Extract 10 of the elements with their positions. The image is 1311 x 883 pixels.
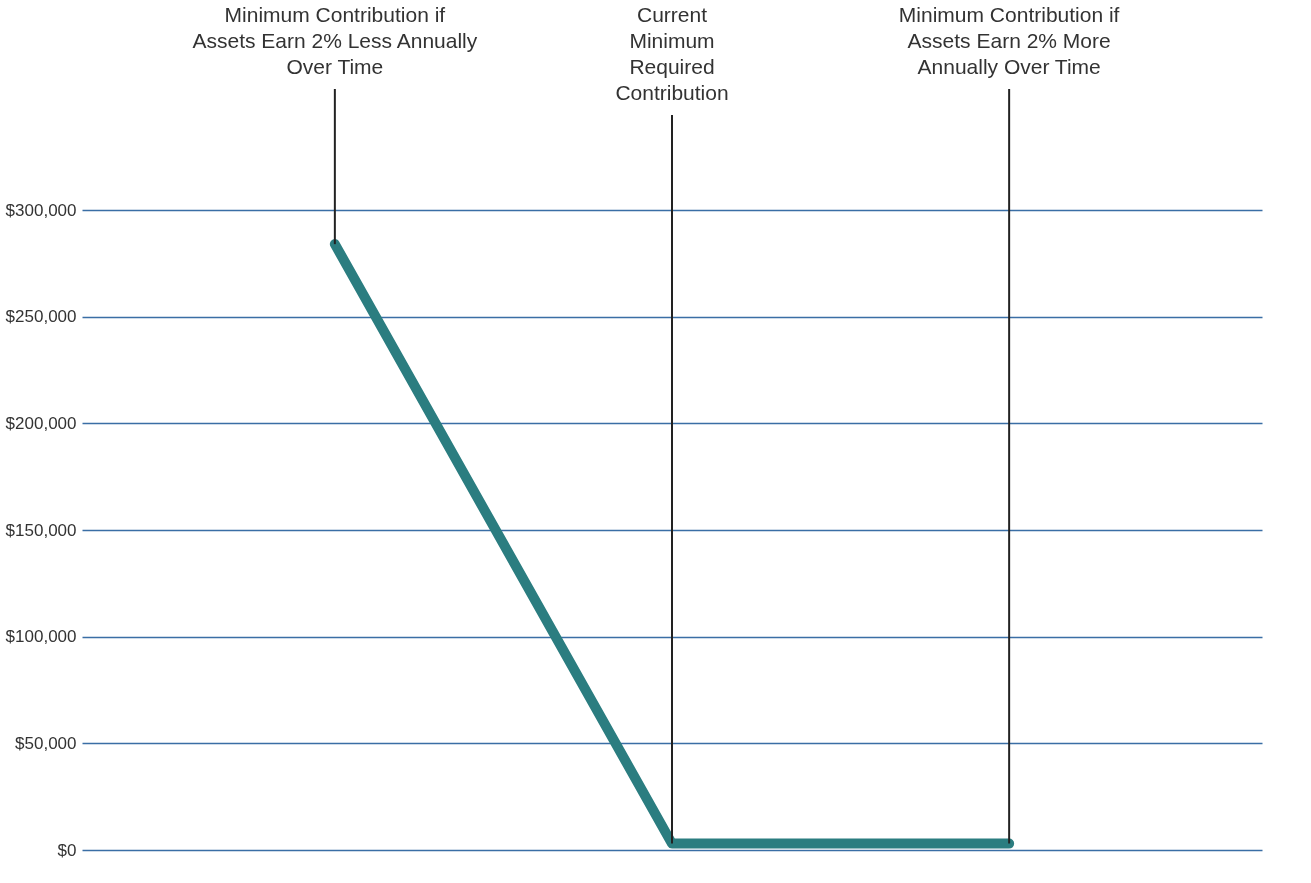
text: Current Minimum Required Contribution (615, 3, 729, 104)
y-tick-label: $0 (57, 840, 77, 860)
y-tick-label: $250,000 (5, 307, 77, 327)
y-tick-label: $150,000 (5, 520, 77, 540)
y-tick-label: $300,000 (5, 200, 77, 220)
y-tick-label: $100,000 (5, 627, 77, 647)
text: Minimum Contribution if Assets Earn 2% Less Annually Over Time (192, 3, 478, 78)
y-tick-label: $50,000 (15, 733, 77, 753)
y-tick-label: $200,000 (5, 413, 77, 433)
text: Minimum Contribution if Assets Earn 2% More Annually Over Time (898, 3, 1120, 78)
